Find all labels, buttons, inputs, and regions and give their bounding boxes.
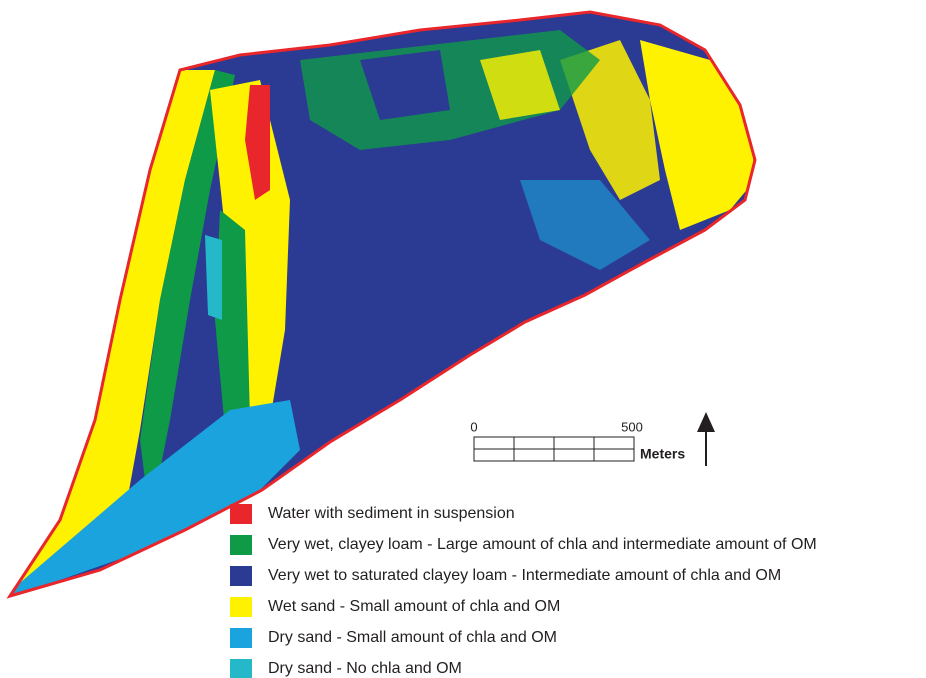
- scale-unit: Meters: [640, 446, 685, 462]
- legend-label: Water with sediment in suspension: [268, 505, 515, 522]
- scale-bar: [474, 437, 634, 461]
- legend-label: Very wet, clayey loam - Large amount of …: [268, 536, 817, 553]
- legend-label: Dry sand - No chla and OM: [268, 660, 462, 677]
- legend-label: Wet sand - Small amount of chla and OM: [268, 598, 560, 615]
- scale-start: 0: [470, 419, 477, 434]
- legend: Water with sediment in suspension Very we…: [230, 504, 817, 678]
- legend-swatch: [230, 659, 252, 678]
- legend-label: Very wet to saturated clayey loam - Inte…: [268, 567, 781, 584]
- legend-label: Dry sand - Small amount of chla and OM: [268, 629, 557, 646]
- legend-swatch: [230, 628, 252, 648]
- legend-swatch: [230, 535, 252, 555]
- north-arrow: [697, 412, 715, 466]
- legend-swatch: [230, 597, 252, 617]
- legend-swatch: [230, 504, 252, 524]
- scale-end: 500: [621, 419, 643, 434]
- legend-swatch: [230, 566, 252, 586]
- map-figure: 0 500 Meters Water with sediment in susp…: [0, 0, 926, 678]
